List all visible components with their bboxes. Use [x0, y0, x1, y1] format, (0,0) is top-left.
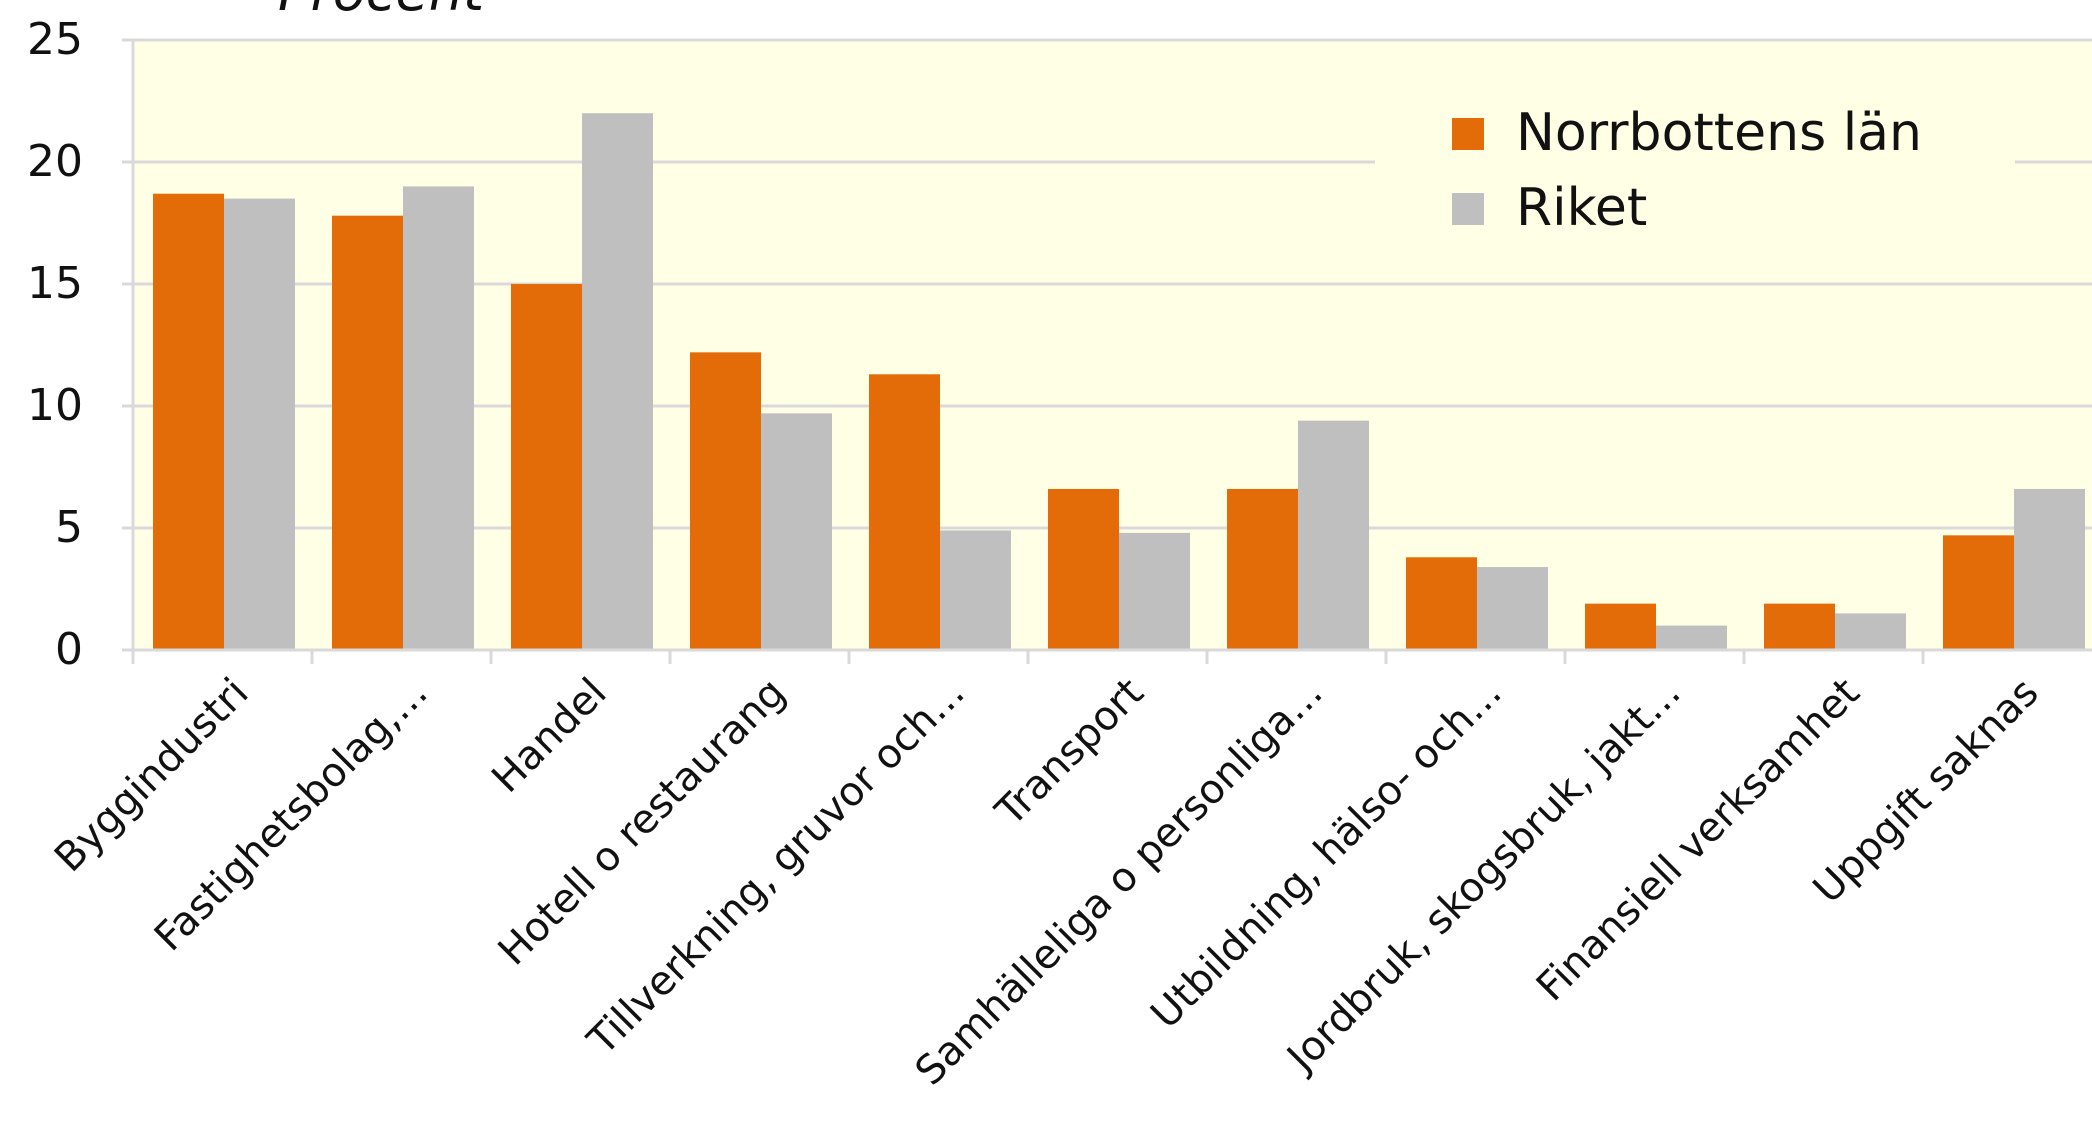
- bar: [1764, 603, 1835, 650]
- legend-swatch: [1452, 193, 1484, 225]
- bar: [1585, 603, 1656, 650]
- bar: [1406, 557, 1477, 650]
- y-tick-label: 15: [27, 258, 83, 309]
- bar: [1119, 532, 1190, 650]
- bar: [1477, 567, 1548, 650]
- bar: [690, 352, 761, 650]
- legend-swatch: [1452, 118, 1484, 150]
- bar: [1048, 488, 1119, 650]
- x-tick-label: Finansiell verksamhet: [1528, 670, 1869, 1011]
- y-tick-label: 0: [55, 624, 83, 675]
- legend-label: Norrbottens län: [1516, 103, 1922, 163]
- bar: [511, 284, 582, 650]
- x-tick-label: Jordbruk, skogsbruk, jakt...: [1277, 670, 1690, 1083]
- chart-title: Procent: [278, 0, 486, 23]
- bar: [224, 198, 295, 650]
- bar: [869, 374, 940, 650]
- y-tick-label: 5: [55, 502, 83, 553]
- bar: [153, 193, 224, 650]
- bar: [2014, 488, 2085, 650]
- bar: [1656, 625, 1727, 650]
- bar: [1835, 613, 1906, 650]
- bar: [1227, 488, 1298, 650]
- bars: [153, 113, 2085, 650]
- bar: [761, 413, 832, 650]
- x-tick-label: Utbildning, hälso- och...: [1142, 670, 1510, 1038]
- bar: [403, 186, 474, 650]
- bar: [1298, 420, 1369, 650]
- legend-background: [1375, 158, 2015, 172]
- y-tick-label: 25: [27, 14, 83, 65]
- y-tick-label: 10: [27, 380, 83, 431]
- legend: Norrbottens län Riket: [1375, 103, 2015, 238]
- x-tick-label: Tillverkning, gruvor och...: [579, 670, 974, 1065]
- y-tick-label: 20: [27, 136, 83, 187]
- bar: [940, 530, 1011, 650]
- x-tick-label: Transport: [987, 670, 1153, 836]
- bar: [1943, 535, 2014, 650]
- bar: [582, 113, 653, 650]
- x-tick-label: Handel: [483, 670, 615, 802]
- bar: [332, 215, 403, 650]
- x-tick-label: Hotell o restaurang: [490, 670, 795, 975]
- legend-label: Riket: [1516, 178, 1647, 238]
